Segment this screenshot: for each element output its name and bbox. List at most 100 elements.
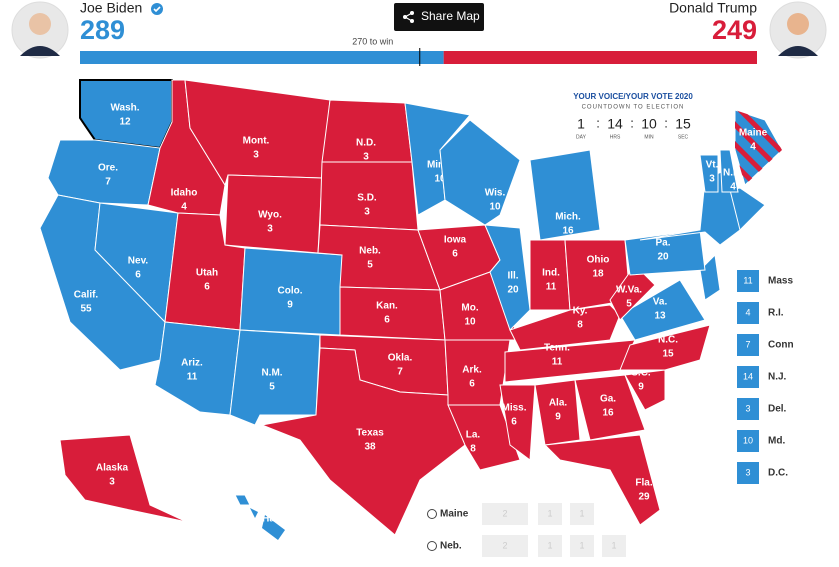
state-label: Tenn. — [544, 343, 570, 354]
countdown-value: 10 — [641, 116, 657, 132]
state-label: S.D. — [357, 193, 377, 204]
state-votes: 7 — [105, 177, 111, 188]
state-label: N.Y. — [681, 191, 700, 202]
share-label[interactable]: Share Map — [421, 9, 480, 23]
state-label: Texas — [356, 428, 384, 439]
photo-face — [29, 13, 51, 35]
state-label: Ohio — [587, 255, 610, 266]
state-votes: 7 — [397, 367, 403, 378]
state-votes: 11 — [552, 357, 563, 368]
state-shape — [619, 279, 706, 341]
countdown-unit: MIN — [644, 134, 654, 140]
state-votes: 3 — [709, 174, 715, 185]
state-label: Mo. — [461, 303, 478, 314]
state-label: Ariz. — [181, 358, 203, 369]
state-votes: 4 — [181, 202, 187, 213]
photo-face — [787, 13, 809, 35]
island — [262, 515, 285, 540]
small-state-votes: 10 — [743, 435, 753, 445]
state-votes: 6 — [204, 282, 210, 293]
state-votes: 38 — [364, 442, 376, 453]
state-label: N.M. — [261, 368, 282, 379]
state-votes: 8 — [577, 320, 583, 331]
small-state-label: D.C. — [768, 468, 788, 479]
state-votes: 29 — [684, 205, 696, 216]
state-label: Mont. — [243, 136, 270, 147]
photo-suit — [778, 46, 818, 56]
state-label: Miss. — [501, 403, 526, 414]
state-label: Vt. — [706, 160, 719, 171]
state-votes: 3 — [363, 152, 369, 163]
district-box — [482, 503, 528, 525]
small-state-label: Mass — [768, 276, 793, 287]
right-votes: 249 — [712, 15, 757, 45]
state-shape — [624, 369, 666, 411]
state-shape — [574, 374, 646, 441]
left-votes: 289 — [80, 15, 125, 45]
state-label: Wyo. — [258, 210, 282, 221]
right-bar — [443, 51, 757, 64]
district-box — [538, 503, 562, 525]
state-label: Mich. — [555, 212, 581, 223]
share-dot — [403, 15, 407, 19]
state-label: S.C. — [631, 368, 651, 379]
countdown-value: 14 — [607, 116, 623, 132]
district-votes: 2 — [502, 508, 507, 518]
district-votes: 1 — [579, 508, 584, 518]
state-votes: 3 — [364, 207, 370, 218]
check — [153, 6, 161, 13]
small-state-box — [737, 270, 759, 292]
right-name: Donald Trump — [669, 0, 757, 16]
state-votes: 16 — [602, 408, 614, 419]
small-state-votes: 11 — [743, 275, 752, 285]
state-votes: 16 — [562, 226, 574, 237]
state-votes: 6 — [511, 417, 517, 428]
state-shape — [624, 229, 706, 276]
state-label: Colo. — [278, 286, 303, 297]
state-votes: 8 — [470, 444, 476, 455]
small-state-votes: 3 — [745, 403, 750, 413]
state-label: Okla. — [388, 353, 413, 364]
state-label: N.C. — [658, 335, 678, 346]
split-stripes — [735, 110, 782, 185]
state-shape — [234, 494, 251, 506]
small-state-votes: 4 — [745, 307, 750, 317]
state-votes: 11 — [187, 372, 198, 383]
district-box — [482, 535, 528, 557]
state-label: Neb. — [359, 246, 381, 257]
split-label: Neb. — [440, 541, 462, 552]
state-label: Ark. — [462, 365, 482, 376]
share-bg[interactable] — [394, 3, 484, 31]
state-shape — [260, 347, 466, 536]
state-label: Iowa — [444, 235, 467, 246]
state-shape — [499, 384, 536, 461]
state-votes: 3 — [267, 224, 273, 235]
state-shape — [447, 404, 521, 471]
state-votes: 3 — [109, 477, 115, 488]
state-label: Utah — [196, 268, 218, 279]
small-state-label: R.I. — [768, 308, 784, 319]
small-state-votes: 3 — [745, 467, 750, 477]
state-shape — [719, 149, 739, 193]
district-votes: 1 — [579, 540, 584, 550]
state-votes: 5 — [626, 299, 632, 310]
countdown-title: YOUR VOICE/YOUR VOTE 2020 — [573, 92, 693, 101]
state-votes: 29 — [638, 492, 650, 503]
state-label: Ky. — [573, 306, 588, 317]
state-label: Wash. — [110, 103, 139, 114]
us-map: Wash.12Ore.7Calif.55Nev.6Idaho4Mont.3Wyo… — [39, 79, 783, 540]
state-label: Idaho — [171, 188, 198, 199]
small-state-label: N.J. — [768, 372, 787, 383]
state-votes: 9 — [555, 412, 561, 423]
share-button[interactable]: Share Map — [394, 3, 484, 31]
small-state-box — [737, 366, 759, 388]
state-votes: 20 — [657, 252, 669, 263]
countdown-unit: SEC — [678, 134, 689, 140]
state-label: Fla. — [635, 478, 652, 489]
countdown-unit: DAY — [576, 134, 587, 140]
state-votes: 6 — [384, 315, 390, 326]
small-state-label: Del. — [768, 404, 787, 415]
state-label: Kan. — [376, 301, 398, 312]
countdown-sep: : — [630, 115, 634, 130]
state-label: Ore. — [98, 163, 118, 174]
